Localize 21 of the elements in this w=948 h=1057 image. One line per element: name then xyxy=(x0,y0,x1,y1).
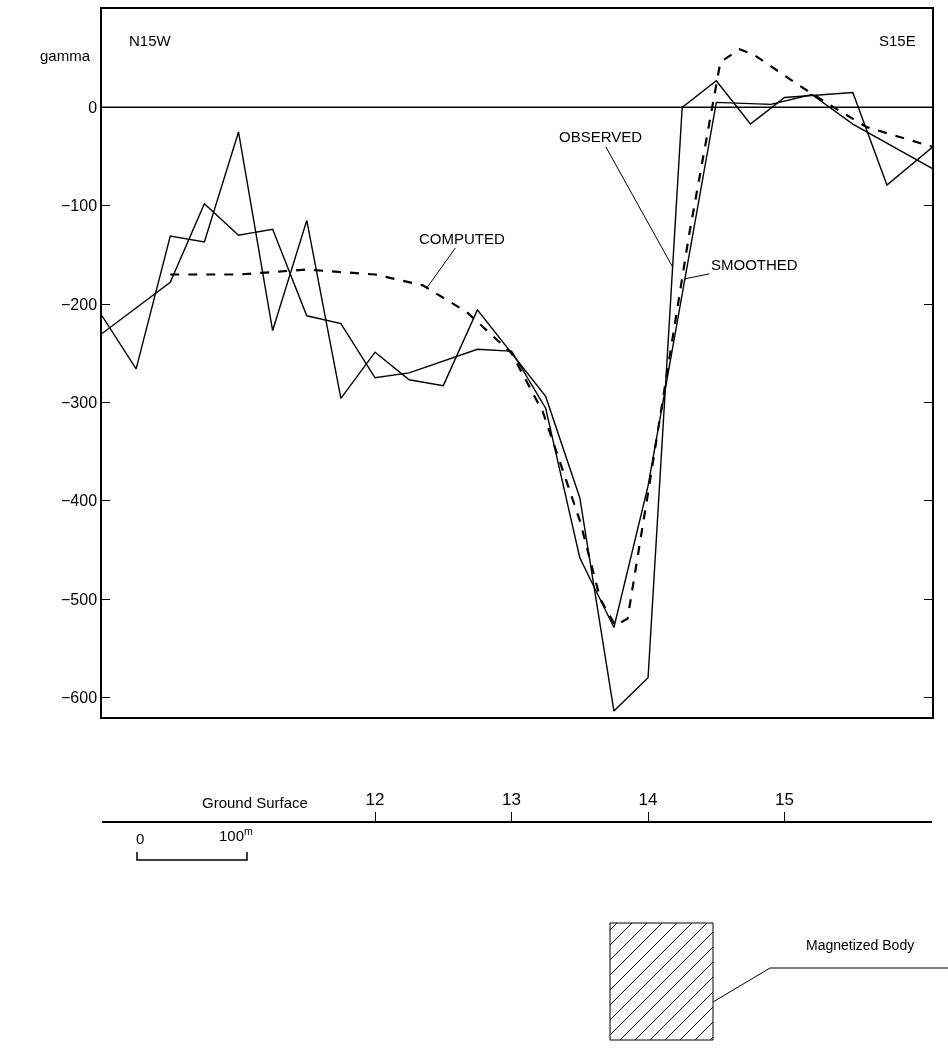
text: 0 xyxy=(136,830,145,847)
x-tick-label: 14 xyxy=(638,790,658,810)
y-tick-label: −300 xyxy=(61,393,98,411)
annotation: N15W xyxy=(129,32,172,49)
x-tick-label: 13 xyxy=(502,790,521,810)
annotation: S15E xyxy=(879,32,916,49)
series-label: SMOOTHED xyxy=(711,256,798,273)
x-tick-label: 12 xyxy=(365,790,385,810)
text: Ground Surface xyxy=(202,794,308,811)
x-tick-label: 15 xyxy=(775,790,795,810)
y-tick-label: −100 xyxy=(61,197,98,215)
y-tick-label: −400 xyxy=(61,492,98,510)
y-tick-label: −600 xyxy=(61,688,98,706)
text: Magnetized Body xyxy=(806,937,915,953)
text: OBSERVED xyxy=(559,128,643,145)
y-tick-label: −200 xyxy=(61,295,98,313)
y-tick-label: 0 xyxy=(88,98,98,116)
y-tick-label: −500 xyxy=(61,590,98,608)
y-axis-title: gamma xyxy=(40,47,91,64)
text: COMPUTED xyxy=(419,230,505,247)
text: 100$^{m}$ xyxy=(219,825,254,845)
